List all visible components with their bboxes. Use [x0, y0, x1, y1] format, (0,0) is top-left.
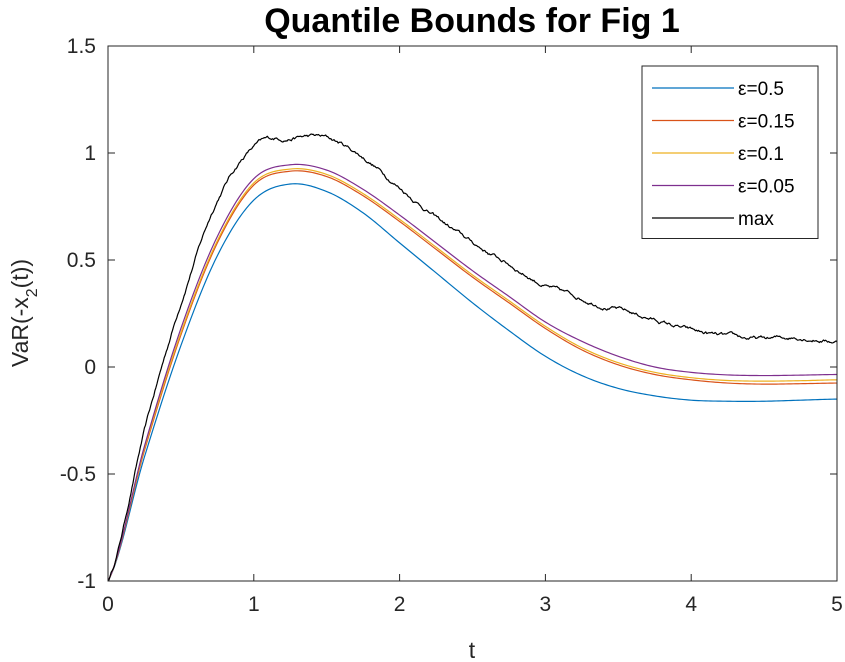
x-tick-label: 3: [540, 593, 552, 616]
y-label-subscript: 2: [24, 288, 41, 297]
x-tick-label: 2: [394, 593, 406, 616]
legend-box: [641, 65, 819, 239]
legend-label: max: [738, 209, 774, 230]
y-tick-label: -0.5: [60, 463, 96, 486]
legend-label: ε=0.05: [738, 177, 795, 198]
series-line-0: [107, 183, 838, 582]
y-tick-label: 0: [84, 356, 96, 379]
chart-legend: ε=0.5 ε=0.15 ε=0.1 ε=0.05 max: [641, 65, 819, 239]
series-line-2: [107, 168, 838, 582]
x-tick-label: 5: [831, 593, 843, 616]
series-line-4: [107, 133, 838, 582]
x-axis-label: t: [469, 637, 476, 662]
y-label-part: (t)): [7, 259, 33, 288]
series-line-3: [107, 163, 838, 582]
legend-label: ε=0.15: [738, 112, 795, 133]
y-axis-ticks: -1 -0.5 0 0.5 1 1.5: [60, 35, 837, 593]
chart-title: Quantile Bounds for Fig 1: [264, 2, 680, 40]
y-tick-label: 1: [84, 142, 96, 165]
y-tick-label: 1.5: [67, 35, 96, 58]
y-axis-label: VaR(-x2(t)): [7, 259, 41, 367]
legend-label: ε=0.5: [738, 79, 784, 100]
x-axis-ticks: 0 1 2 3 4 5: [102, 46, 843, 616]
x-tick-label: 4: [685, 593, 697, 616]
x-tick-label: 0: [102, 593, 114, 616]
plot-frame: [107, 45, 838, 582]
x-tick-label: 1: [248, 593, 260, 616]
plot-lines: [107, 133, 838, 582]
y-label-part: VaR(-x: [7, 297, 33, 367]
y-tick-label: 0.5: [67, 249, 96, 272]
series-line-1: [107, 170, 838, 582]
y-tick-label: -1: [77, 570, 96, 593]
legend-label: ε=0.1: [738, 144, 784, 165]
